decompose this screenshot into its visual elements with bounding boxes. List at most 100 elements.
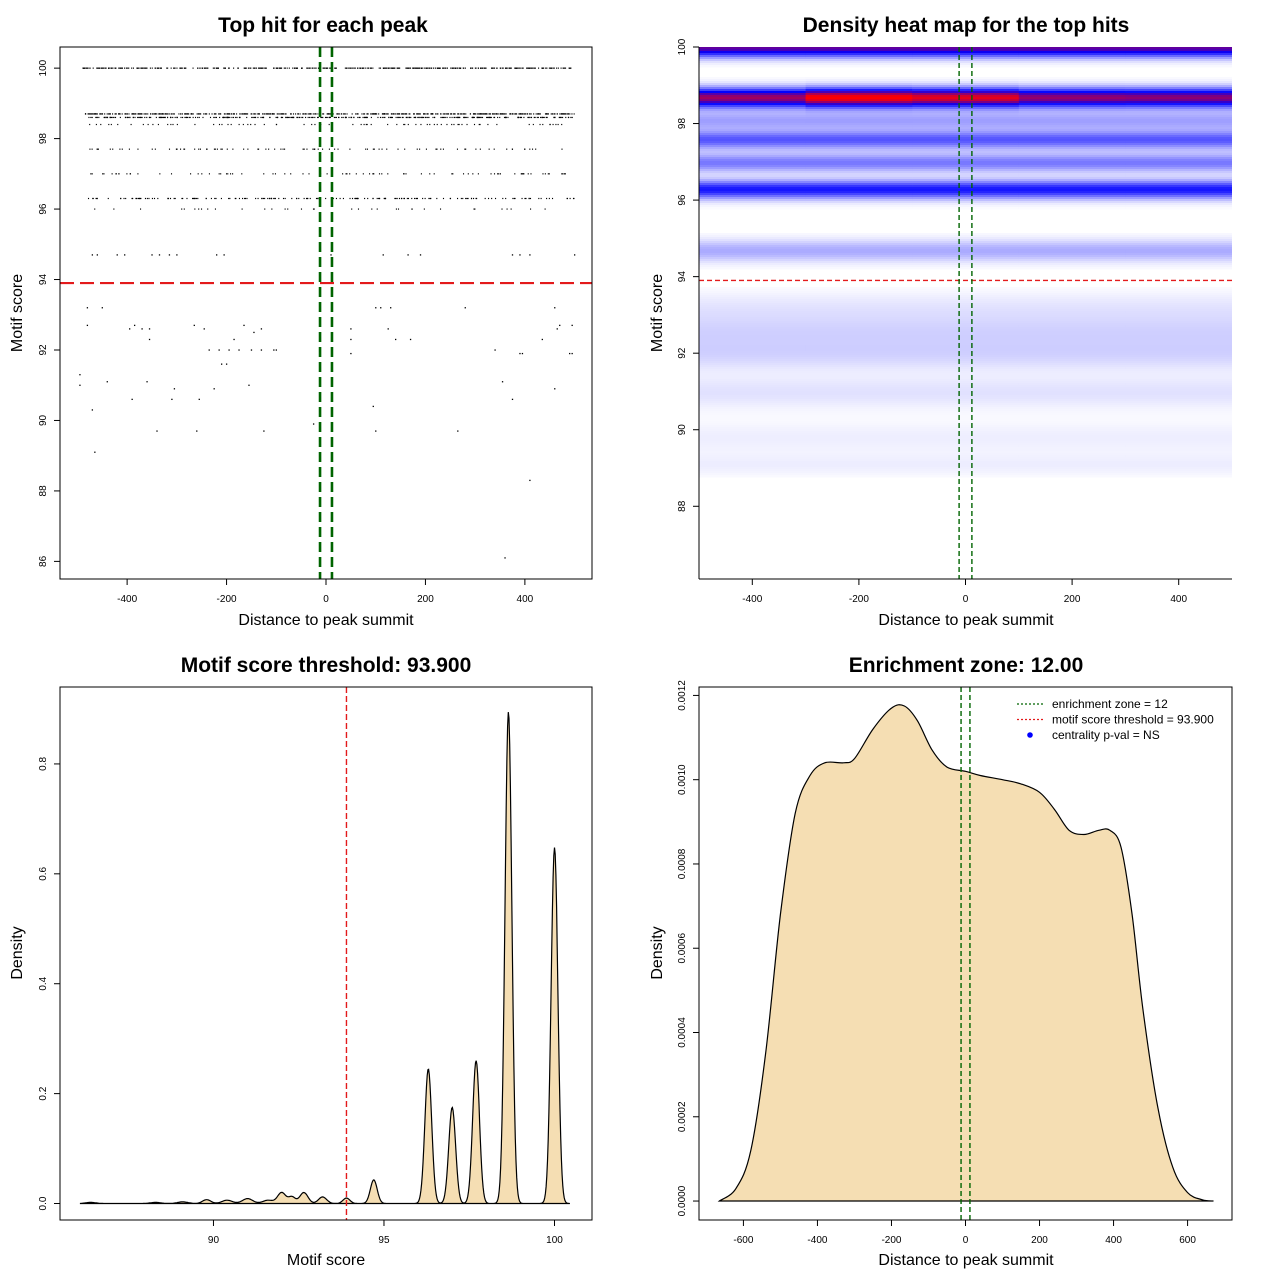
data-point (392, 113, 395, 115)
data-point (274, 197, 276, 200)
data-point (467, 173, 469, 175)
heat-cell (912, 159, 1020, 162)
heat-cell (805, 101, 913, 104)
heat-cell (912, 205, 1020, 208)
data-point (283, 67, 285, 69)
data-point (157, 123, 159, 126)
data-point (338, 116, 340, 119)
heat-cell (699, 263, 807, 266)
heat-cell (805, 263, 913, 266)
heat-cell (1125, 459, 1232, 462)
data-point (560, 116, 562, 119)
data-point (402, 116, 404, 119)
heat-cell (805, 149, 913, 152)
data-point (179, 67, 181, 69)
scatter-title: Top hit for each peak (218, 14, 428, 37)
data-point (375, 307, 377, 309)
heat-cell (805, 375, 913, 378)
heat-cell (1125, 341, 1232, 344)
data-point (493, 113, 495, 115)
data-point (269, 113, 271, 115)
heat-cell (805, 245, 913, 248)
heat-cell (912, 445, 1020, 448)
data-point (344, 113, 346, 115)
data-point (385, 113, 387, 115)
heat-cell (699, 337, 807, 340)
heat-cell (1018, 191, 1126, 194)
heat-cell (1018, 423, 1126, 426)
heat-cell (805, 431, 913, 434)
data-point (153, 197, 156, 200)
heat-cell (1018, 141, 1126, 144)
heat-cell (805, 165, 913, 168)
data-point (312, 116, 314, 119)
data-point (286, 67, 288, 69)
heat-cell (805, 305, 913, 308)
data-point (185, 113, 187, 115)
heat-cell (699, 373, 807, 376)
heat-cell (805, 253, 913, 256)
data-point (264, 113, 266, 115)
data-point (296, 197, 298, 200)
heat-cell (1125, 333, 1232, 336)
data-point (101, 67, 103, 69)
heat-cell (912, 405, 1020, 408)
data-point (277, 67, 279, 69)
data-point (268, 113, 270, 115)
heat-cell (805, 93, 913, 96)
data-point (417, 116, 419, 119)
data-point (198, 148, 200, 150)
heat-cell (1018, 115, 1126, 118)
heat-cell (699, 251, 807, 254)
heat-cell (912, 235, 1020, 238)
heat-cell (1018, 419, 1126, 422)
data-point (183, 148, 185, 150)
data-point (461, 123, 463, 126)
data-point (452, 173, 454, 175)
data-point (339, 197, 341, 200)
data-point (179, 148, 182, 150)
heat-cell (912, 59, 1020, 62)
y-tick-label: 0.0010 (677, 764, 688, 795)
heat-cell (1018, 99, 1126, 102)
data-point (116, 254, 118, 256)
data-point (196, 430, 198, 432)
data-point (379, 116, 382, 119)
data-point (242, 197, 244, 200)
data-point (501, 208, 503, 210)
heat-cell (1125, 127, 1232, 130)
heat-cell (1125, 291, 1232, 294)
data-point (445, 113, 447, 115)
heat-cell (912, 157, 1020, 160)
data-point (368, 173, 371, 175)
heat-cell (1125, 361, 1232, 364)
heat-cell (805, 111, 913, 114)
heat-cell (1018, 433, 1126, 436)
heat-cell (805, 91, 913, 94)
heat-cell (1125, 287, 1232, 290)
heat-cell (1018, 245, 1126, 248)
data-point (553, 67, 555, 69)
data-point (273, 197, 275, 200)
heat-cell (1125, 387, 1232, 390)
data-point (267, 113, 269, 115)
heat-cell (699, 141, 807, 144)
data-point (285, 113, 287, 115)
data-point (556, 113, 558, 115)
data-point (159, 67, 161, 69)
data-point (355, 197, 357, 200)
heat-cell (1125, 375, 1232, 378)
heat-cell (805, 367, 913, 370)
heat-cell (805, 103, 913, 106)
heat-cell (1018, 395, 1126, 398)
data-point (334, 67, 337, 69)
data-point (567, 116, 569, 119)
data-point (415, 67, 417, 69)
heat-cell (912, 425, 1020, 428)
heat-cell (1125, 199, 1232, 202)
data-point (326, 67, 328, 69)
heat-cell (1125, 321, 1232, 324)
data-point (252, 67, 254, 69)
data-point (424, 197, 426, 200)
data-point (246, 116, 248, 119)
